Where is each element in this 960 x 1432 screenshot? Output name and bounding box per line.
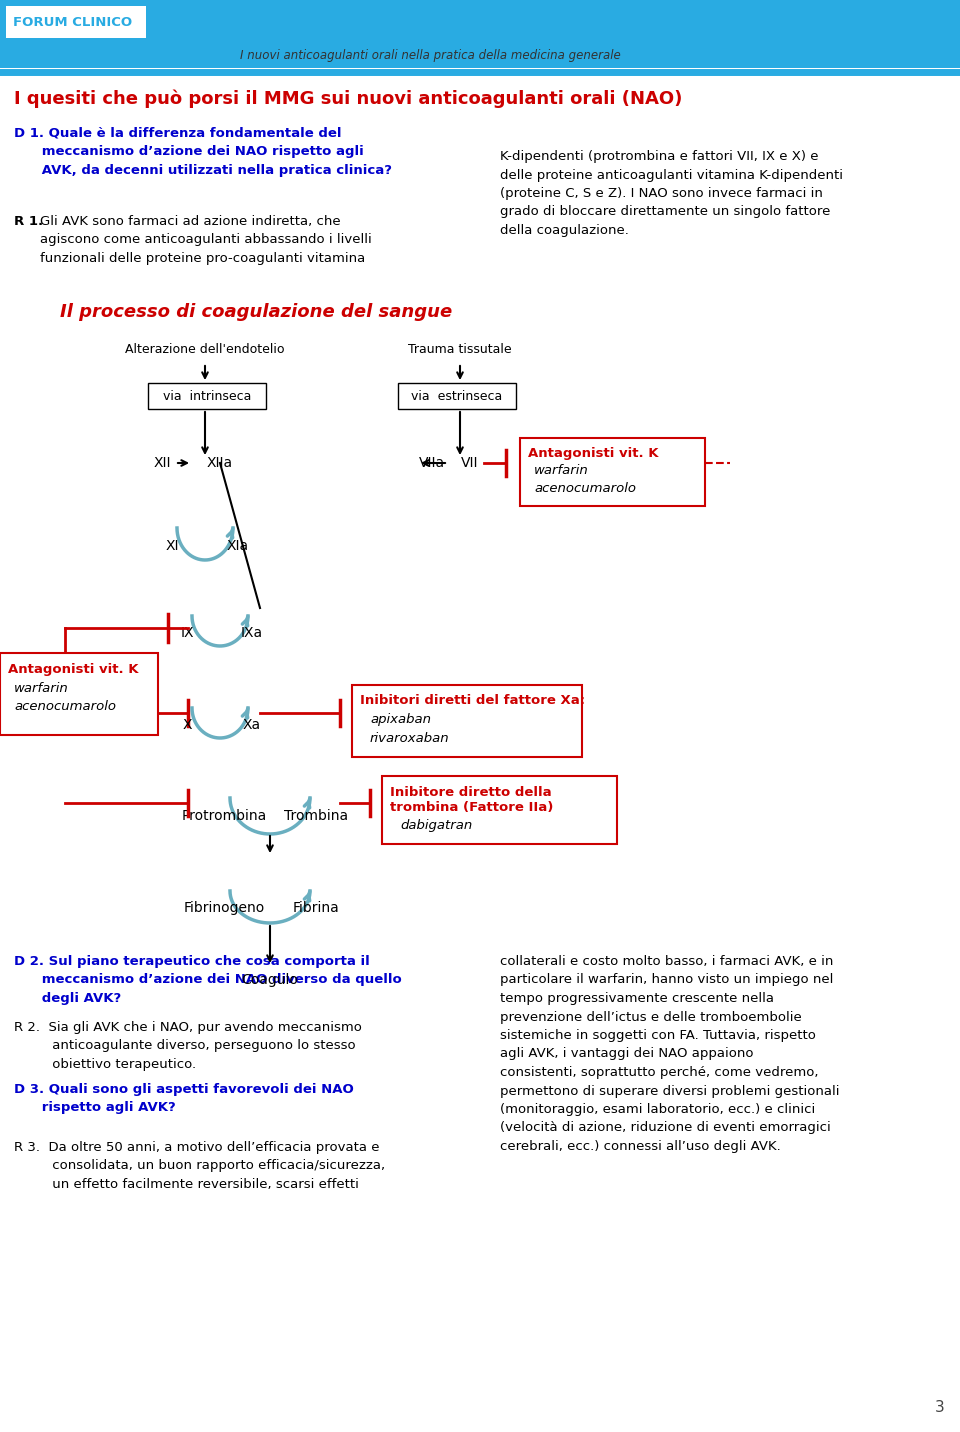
Text: Inibitori diretti del fattore Xa:: Inibitori diretti del fattore Xa: [360,693,586,706]
Text: R 3.  Da oltre 50 anni, a motivo dell’efficacia provata e
         consolidata, : R 3. Da oltre 50 anni, a motivo dell’eff… [14,1141,385,1191]
Text: K-dipendenti (protrombina e fattori VII, IX e X) e
delle proteine anticoagulanti: K-dipendenti (protrombina e fattori VII,… [500,150,843,238]
Text: via  intrinseca: via intrinseca [163,390,252,402]
Text: Alterazione dell'endotelio: Alterazione dell'endotelio [125,344,285,357]
Text: Fibrinogeno: Fibrinogeno [183,901,265,915]
Text: Coagulo: Coagulo [242,972,299,987]
Text: dabigatran: dabigatran [400,819,472,832]
Text: IXa: IXa [241,626,263,640]
Text: XIa: XIa [227,538,249,553]
Text: via  estrinseca: via estrinseca [412,390,503,402]
Text: 3: 3 [935,1400,945,1415]
Text: Fibrina: Fibrina [293,901,340,915]
Text: Xa: Xa [243,717,261,732]
Text: Protrombina: Protrombina [181,809,267,823]
Text: Inibitore diretto della: Inibitore diretto della [390,786,552,799]
Text: FORUM CLINICO: FORUM CLINICO [13,17,132,30]
Text: Numero 1, 2014: Numero 1, 2014 [789,46,891,59]
Text: R 2.  Sia gli AVK che i NAO, pur avendo meccanismo
         anticoagulante diver: R 2. Sia gli AVK che i NAO, pur avendo m… [14,1021,362,1071]
Text: IX: IX [180,626,194,640]
Bar [398,382,516,410]
Text: Trauma tissutale: Trauma tissutale [408,344,512,357]
Bar [520,438,705,505]
Text: I nuovi anticoagulanti orali nella pratica della medicina generale: I nuovi anticoagulanti orali nella prati… [240,49,620,62]
Bar [382,776,617,843]
Text: Gli AVK sono farmaci ad azione indiretta, che
agiscono come anticoagulanti abbas: Gli AVK sono farmaci ad azione indiretta… [40,215,372,265]
Text: collaterali e costo molto basso, i farmaci AVK, e in
particolare il warfarin, ha: collaterali e costo molto basso, i farma… [500,955,839,1153]
Text: acenocumarolo: acenocumarolo [534,481,636,494]
Text: Il processo di coagulazione del sangue: Il processo di coagulazione del sangue [60,304,452,321]
Text: XII: XII [154,455,171,470]
Text: X: X [182,717,192,732]
Text: R 1.: R 1. [14,215,43,228]
Text: I quesiti che può porsi il MMG sui nuovi anticoagulanti orali (NAO): I quesiti che può porsi il MMG sui nuovi… [14,90,683,109]
Text: Antagonisti vit. K: Antagonisti vit. K [528,447,659,460]
Text: trombina (Fattore IIa): trombina (Fattore IIa) [390,802,553,815]
Text: InfoFarma: InfoFarma [754,3,926,33]
Text: D 3. Quali sono gli aspetti favorevoli dei NAO
      rispetto agli AVK?: D 3. Quali sono gli aspetti favorevoli d… [14,1083,353,1114]
Text: apixaban: apixaban [370,713,431,726]
Bar [148,382,266,410]
Text: acenocumarolo: acenocumarolo [14,699,116,713]
Bar [352,684,582,758]
Text: XI: XI [165,538,179,553]
Text: Antagonisti vit. K: Antagonisti vit. K [8,663,138,676]
Text: D 1. Quale è la differenza fondamentale del
      meccanismo d’azione dei NAO ri: D 1. Quale è la differenza fondamentale … [14,126,392,178]
Text: VIIa: VIIa [419,455,445,470]
Text: warfarin: warfarin [14,682,69,695]
Bar [0,0,960,67]
Text: Trombina: Trombina [284,809,348,823]
Bar [0,653,158,735]
Text: rivaroxaban: rivaroxaban [370,733,449,746]
Text: warfarin: warfarin [534,464,588,477]
Text: D 2. Sul piano terapeutico che cosa comporta il
      meccanismo d’azione dei NA: D 2. Sul piano terapeutico che cosa comp… [14,955,401,1005]
Bar [6,6,146,39]
Text: XIIa: XIIa [207,455,233,470]
Text: VII: VII [461,455,479,470]
